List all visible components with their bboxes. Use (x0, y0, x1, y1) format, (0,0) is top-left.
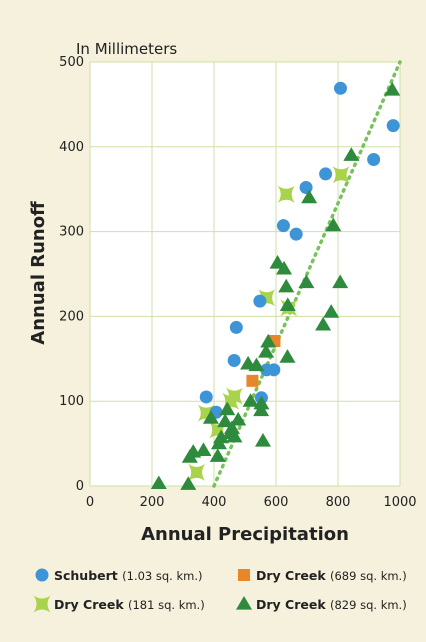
data-point-triangle (180, 476, 197, 490)
data-point-triangle (301, 189, 318, 204)
data-point-triangle (279, 349, 296, 363)
y-tick-label: 400 (59, 140, 84, 155)
y-tick-label: 0 (76, 479, 84, 494)
x-tick-label: 800 (326, 495, 351, 510)
data-point-triangle (213, 429, 230, 444)
legend-entry: Schubert (1.03 sq. km.) (35, 568, 203, 583)
y-tick-label: 100 (59, 394, 84, 409)
data-point-triangle (279, 297, 296, 311)
legend-series-area: (1.03 sq. km.) (122, 569, 202, 583)
data-point-x (332, 166, 350, 184)
x-tick-label: 1000 (383, 495, 416, 510)
data-point-triangle (332, 274, 349, 289)
trendline-group (212, 60, 402, 488)
data-point-triangle (278, 278, 295, 293)
legend-marker-circle (35, 568, 49, 582)
data-point-circle (367, 153, 381, 167)
legend-entry: Dry Creek (829 sq. km.) (236, 596, 407, 612)
x-tick-label: 200 (140, 495, 165, 510)
data-point-triangle (195, 442, 212, 456)
data-point-triangle (343, 147, 360, 161)
legend-series-area: (689 sq. km.) (330, 569, 407, 583)
data-point-circle (253, 294, 267, 308)
data-point-circle (319, 167, 333, 181)
data-point-x (277, 185, 295, 203)
data-point-square (246, 374, 259, 387)
data-points (150, 81, 401, 490)
data-point-x (225, 387, 243, 405)
data-point-circle (386, 119, 400, 133)
data-point-circle (229, 320, 243, 334)
data-point-circle (333, 81, 347, 95)
legend-series-area: (829 sq. km.) (330, 598, 407, 612)
legend-series-name: Dry Creek (54, 597, 128, 612)
data-point-triangle (242, 393, 259, 407)
x-tick-label: 600 (264, 495, 289, 510)
data-point-circle (267, 363, 281, 377)
chart-title: In Millimeters (76, 40, 177, 58)
legend-series-name: Schubert (54, 568, 122, 583)
data-point-triangle (276, 260, 293, 275)
legend-series-name: Dry Creek (256, 597, 330, 612)
data-point-triangle (253, 395, 270, 410)
grid (89, 61, 401, 487)
legend-series-name: Dry Creek (256, 568, 330, 583)
data-point-triangle (325, 217, 342, 232)
data-point-triangle (226, 428, 243, 443)
y-tick-label: 500 (59, 55, 84, 70)
legend: Schubert (1.03 sq. km.) Dry Creek (181 sq… (33, 568, 407, 613)
data-point-triangle (258, 344, 275, 358)
data-point-triangle (217, 413, 234, 428)
data-point-triangle (384, 81, 401, 96)
data-point-triangle (150, 475, 167, 490)
legend-label: Dry Creek (181 sq. km.) (54, 597, 205, 612)
trendline (212, 60, 402, 488)
x-tick-label: 400 (202, 495, 227, 510)
legend-entry: Dry Creek (181 sq. km.) (33, 595, 205, 613)
data-point-triangle (202, 410, 219, 424)
data-point-triangle (323, 304, 340, 318)
legend-marker-x (33, 595, 51, 613)
data-point-triangle (315, 316, 332, 331)
legend-series-area: (181 sq. km.) (128, 598, 205, 612)
data-point-triangle (248, 357, 265, 372)
data-point-circle (276, 219, 290, 233)
data-point-circle (227, 353, 241, 367)
data-point-triangle (230, 411, 247, 426)
data-point-triangle (269, 254, 286, 269)
data-point-triangle (254, 433, 271, 447)
plot-area (90, 62, 400, 486)
legend-label: Dry Creek (689 sq. km.) (256, 568, 407, 583)
y-axis-label: Annual Runoff (28, 201, 49, 345)
data-point-triangle (298, 274, 315, 289)
data-point-circle (289, 227, 303, 241)
y-tick-label: 200 (59, 309, 84, 324)
data-point-circle (299, 181, 313, 195)
data-point-circle (199, 390, 213, 404)
y-tick-label: 300 (59, 225, 84, 240)
x-tick-label: 0 (86, 495, 94, 510)
data-point-triangle (209, 448, 226, 462)
data-point-triangle (223, 420, 240, 434)
legend-marker-square (238, 569, 250, 581)
data-point-triangle (219, 401, 236, 416)
legend-entry: Dry Creek (689 sq. km.) (238, 568, 407, 583)
legend-label: Schubert (1.03 sq. km.) (54, 568, 203, 583)
x-axis-label: Annual Precipitation (141, 524, 349, 545)
legend-marker-triangle (236, 596, 252, 610)
data-point-x (188, 463, 206, 481)
tick-labels: 0 200 400 600 800 1000 0 100 200 300 400 500 (59, 55, 416, 510)
data-point-triangle (260, 333, 277, 348)
legend-label: Dry Creek (829 sq. km.) (256, 597, 407, 612)
